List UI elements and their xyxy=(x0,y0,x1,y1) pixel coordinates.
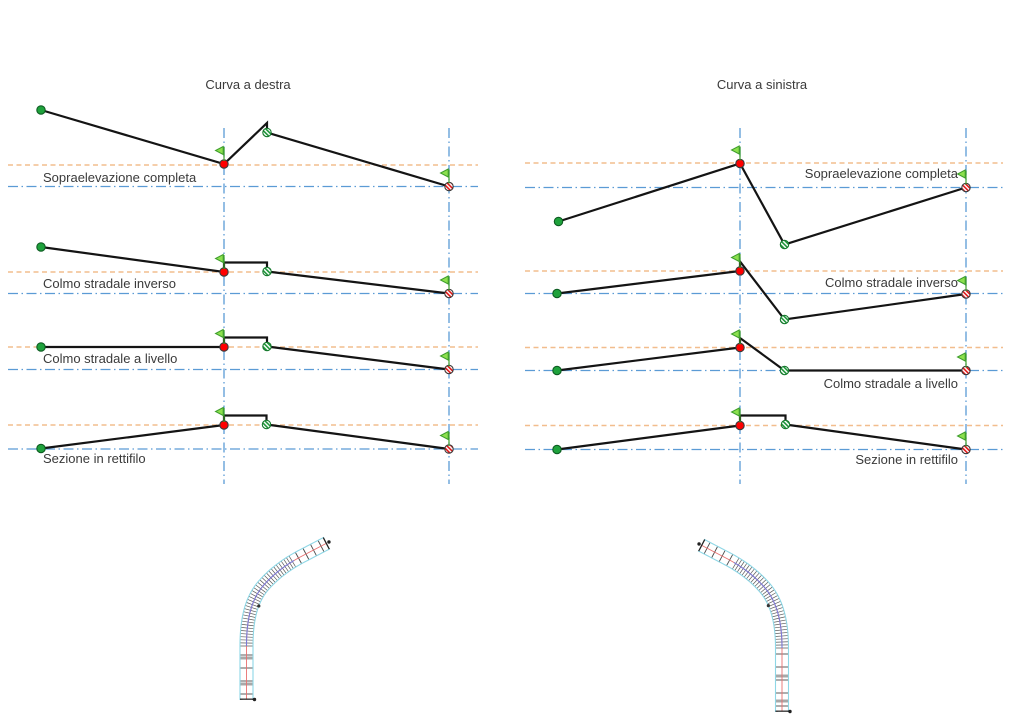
striped-dot-green xyxy=(261,419,272,430)
flag-icon xyxy=(214,145,224,156)
striped-dot-red xyxy=(444,181,454,192)
station-marker xyxy=(252,697,257,702)
flag-icon xyxy=(730,252,740,263)
striped-dot-red xyxy=(444,444,454,454)
spiral-centerline xyxy=(245,559,295,647)
striped-dot-green xyxy=(780,419,791,430)
column-title-right-curve: Curva a destra xyxy=(205,77,291,92)
edge-rotation-profile xyxy=(40,245,450,295)
striped-dot-red xyxy=(961,182,971,193)
road-centerline xyxy=(246,542,328,700)
station-marker xyxy=(697,542,701,546)
flag-icon xyxy=(730,329,740,339)
station-marker xyxy=(327,540,331,544)
flag-icon xyxy=(956,431,966,441)
full-super-dot-red xyxy=(735,158,745,169)
flag-icon xyxy=(214,328,224,339)
flag-icon xyxy=(956,352,966,362)
full-super-dot-red xyxy=(219,420,229,430)
full-super-dot-red xyxy=(219,159,229,169)
flag-icon xyxy=(439,351,449,361)
road-plan-right-curve xyxy=(239,536,331,702)
row-label-colmo-stradale-inverso-right: Colmo stradale inverso xyxy=(825,275,958,290)
road-edge xyxy=(252,548,331,700)
edge-rotation-profile xyxy=(556,335,966,372)
flag-icon xyxy=(956,275,966,286)
row-label-sopraelevazione-completa-left: Sopraelevazione completa xyxy=(43,170,197,185)
start-dot-green xyxy=(553,216,564,227)
edge-rotation-profile xyxy=(40,414,450,451)
panel-curva-a-sinistra xyxy=(525,128,1003,484)
road-plan-left-curve xyxy=(697,538,792,714)
row-label-colmo-stradale-inverso-left: Colmo stradale inverso xyxy=(43,276,176,291)
flag-icon xyxy=(214,253,224,264)
road-edge xyxy=(703,538,790,712)
full-super-dot-red xyxy=(735,266,745,276)
start-dot-green xyxy=(36,443,46,454)
cross-section-tick xyxy=(698,539,706,552)
edge-rotation-profile xyxy=(40,108,450,188)
striped-dot-green xyxy=(779,365,790,376)
spiral-centerline xyxy=(733,562,783,649)
start-dot-green xyxy=(36,105,46,115)
striped-dot-red xyxy=(444,364,454,375)
striped-dot-red xyxy=(961,289,971,299)
flag-icon xyxy=(214,406,224,417)
curve-point-marker xyxy=(766,604,770,608)
striped-dot-red xyxy=(444,288,454,299)
edge-rotation-profile xyxy=(556,414,967,451)
edge-rotation-profile xyxy=(556,258,967,321)
start-dot-green xyxy=(36,242,46,252)
road-edge xyxy=(239,536,325,700)
start-dot-green xyxy=(552,288,562,299)
flag-icon xyxy=(730,145,740,155)
full-super-dot-red xyxy=(219,342,229,352)
column-title-left-curve: Curva a sinistra xyxy=(716,77,808,92)
row-label-colmo-stradale-a-livello-right: Colmo stradale a livello xyxy=(823,376,958,391)
striped-dot-red xyxy=(961,444,971,455)
station-marker xyxy=(788,709,792,714)
row-label-sezione-in-rettifilo-left: Sezione in rettifilo xyxy=(43,451,146,466)
row-label-sopraelevazione-completa-right: Sopraelevazione completa xyxy=(804,166,958,181)
flag-icon xyxy=(439,275,449,285)
full-super-dot-red xyxy=(735,420,745,431)
full-super-dot-red xyxy=(735,342,745,353)
flag-icon xyxy=(439,168,449,178)
start-dot-green xyxy=(552,444,562,455)
edge-rotation-profile xyxy=(558,162,967,246)
full-super-dot-red xyxy=(219,267,229,277)
striped-dot-green xyxy=(779,314,790,325)
start-dot-green xyxy=(552,365,562,376)
flag-icon xyxy=(956,169,966,179)
curve-point-marker xyxy=(257,604,261,608)
striped-dot-green xyxy=(262,341,272,352)
striped-dot-green xyxy=(262,266,272,277)
row-label-colmo-stradale-a-livello-left: Colmo stradale a livello xyxy=(43,351,178,366)
flag-icon xyxy=(730,407,740,417)
striped-dot-red xyxy=(961,365,971,376)
striped-dot-green xyxy=(262,127,272,138)
panel-curva-a-destra xyxy=(8,105,478,484)
road-edge xyxy=(697,550,777,712)
row-label-sezione-in-rettifilo-right: Sezione in rettifilo xyxy=(855,452,958,467)
edge-rotation-profile xyxy=(41,336,450,371)
cross-section-tick xyxy=(322,537,330,550)
flag-icon xyxy=(439,430,449,441)
start-dot-green xyxy=(36,342,46,352)
striped-dot-green xyxy=(779,239,790,250)
road-centerline xyxy=(700,544,783,712)
